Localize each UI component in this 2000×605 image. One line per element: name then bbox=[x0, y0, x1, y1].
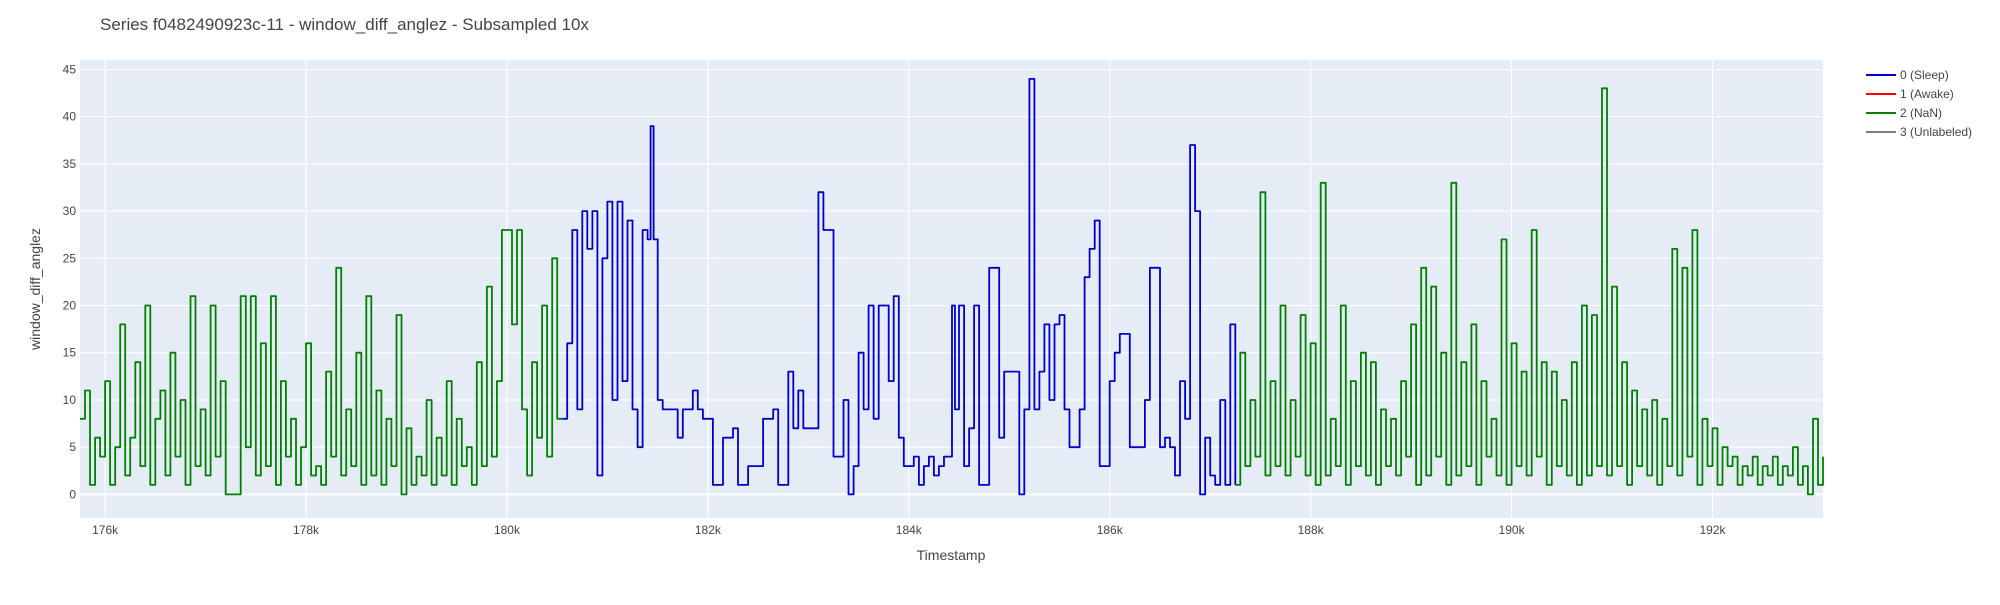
x-axis-label: Timestamp bbox=[917, 547, 986, 563]
series-lines bbox=[80, 78, 1824, 496]
y-axis-ticks: 0 5 10 15 20 25 30 35 40 45 bbox=[63, 62, 77, 501]
y-axis-label: window_diff_anglez bbox=[27, 228, 43, 351]
x-axis-ticks: 176k 178k 180k 182k 184k 186k 188k 190k 192k bbox=[92, 523, 1726, 537]
y-tick-label: 5 bbox=[69, 440, 76, 454]
y-tick-label: 30 bbox=[63, 204, 77, 218]
legend-label: 3 (Unlabeled) bbox=[1900, 125, 1972, 139]
y-tick-label: 25 bbox=[63, 251, 77, 265]
x-tick-label: 182k bbox=[695, 523, 722, 537]
x-tick-label: 176k bbox=[92, 523, 119, 537]
y-tick-label: 40 bbox=[63, 110, 77, 124]
series-line bbox=[80, 229, 563, 496]
y-tick-label: 45 bbox=[63, 62, 77, 76]
x-tick-label: 188k bbox=[1298, 523, 1325, 537]
chart-title: Series f0482490923c-11 - window_diff_ang… bbox=[100, 15, 589, 34]
legend-label: 2 (NaN) bbox=[1900, 106, 1942, 120]
legend-label: 0 (Sleep) bbox=[1900, 68, 1949, 82]
x-tick-label: 190k bbox=[1499, 523, 1526, 537]
x-tick-label: 192k bbox=[1699, 523, 1726, 537]
y-tick-label: 15 bbox=[63, 346, 77, 360]
legend: 0 (Sleep) 1 (Awake) 2 (NaN) 3 (Unlabeled) bbox=[1866, 68, 1972, 139]
y-tick-label: 0 bbox=[69, 487, 76, 501]
series-line bbox=[562, 78, 1237, 496]
y-tick-label: 35 bbox=[63, 157, 77, 171]
x-tick-label: 180k bbox=[494, 523, 521, 537]
x-tick-label: 186k bbox=[1097, 523, 1124, 537]
series-line bbox=[1235, 87, 1824, 496]
y-tick-label: 10 bbox=[63, 393, 77, 407]
legend-label: 1 (Awake) bbox=[1900, 87, 1954, 101]
x-tick-label: 178k bbox=[293, 523, 320, 537]
y-tick-label: 20 bbox=[63, 299, 77, 313]
x-tick-label: 184k bbox=[896, 523, 923, 537]
